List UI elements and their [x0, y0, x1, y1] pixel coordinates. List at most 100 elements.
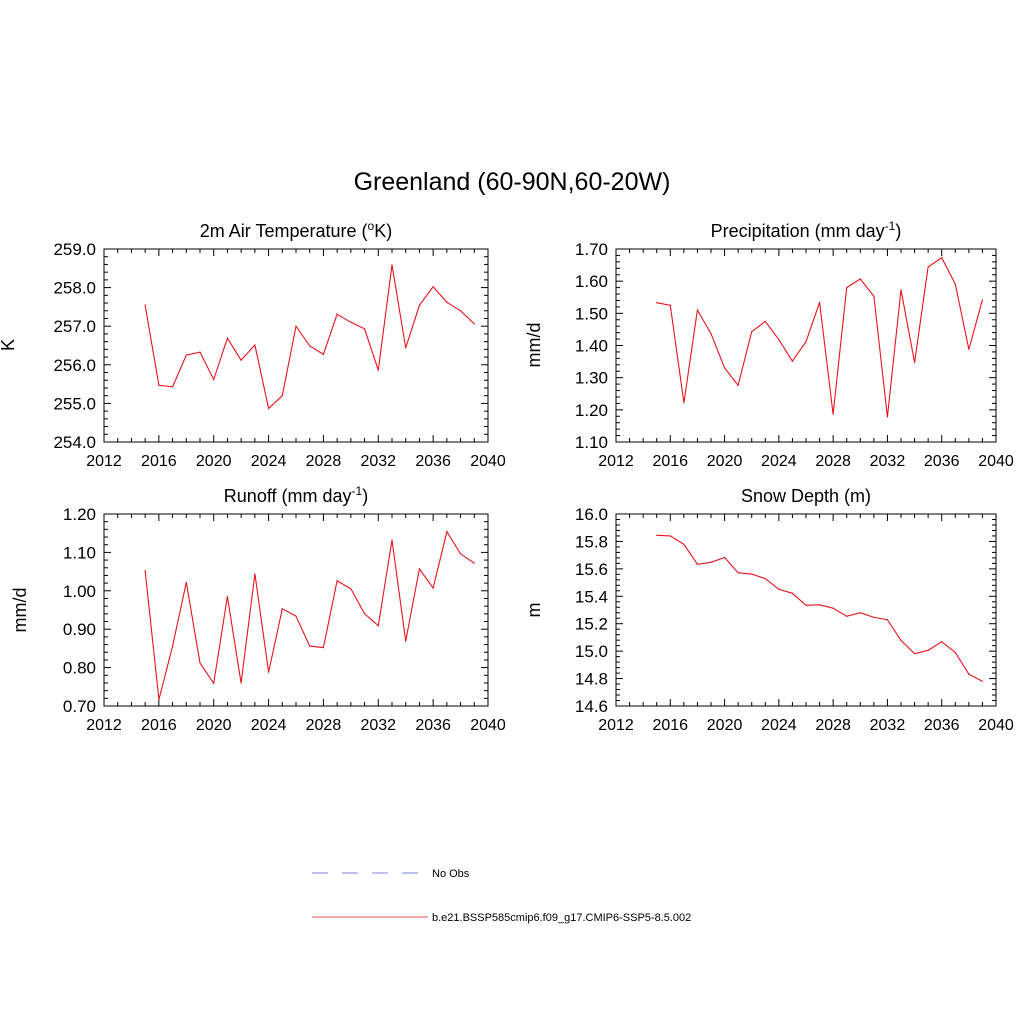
y-tick-label: 1.20	[575, 401, 608, 420]
x-tick-label: 2036	[924, 453, 960, 470]
data-point	[418, 568, 421, 570]
data-point	[473, 562, 475, 564]
data-point	[350, 588, 352, 590]
data-point	[322, 353, 325, 355]
panel-1: 2m Air Temperature (oK) K 2012 2016 2020 2024…	[0, 219, 506, 470]
x-tick-label: 2020	[707, 453, 743, 470]
data-point	[913, 653, 916, 655]
y-tick-label: 15.0	[575, 642, 608, 661]
data-point	[696, 309, 699, 311]
data-point	[473, 323, 475, 325]
x-tick-label: 2012	[598, 717, 634, 734]
panel-3: Runoff (mm day-1) mm/d 2012 2016 2020 2024 202…	[10, 484, 506, 734]
data-point	[683, 543, 685, 545]
x-tick-label: 2040	[470, 717, 506, 734]
y-tick-label: 1.60	[575, 272, 608, 291]
legend: No Obs b.e21.BSSP585cmip6.f09_g17.CMIP6-S…	[312, 868, 691, 924]
x-tick-label: 2012	[86, 453, 122, 470]
panel-title-superscript: -1	[885, 219, 896, 233]
x-tick-label: 2028	[815, 453, 851, 470]
x-tick-label: 2032	[360, 717, 396, 734]
data-point	[723, 367, 726, 369]
series-line	[656, 256, 983, 417]
data-point	[405, 640, 407, 642]
data-point	[295, 615, 297, 617]
data-point	[240, 682, 242, 684]
y-tick-label: 0.70	[63, 697, 96, 716]
data-point	[832, 413, 834, 415]
data-point	[859, 612, 861, 614]
data-point	[267, 671, 270, 673]
y-tick-label: 254.0	[53, 433, 96, 452]
data-point	[710, 332, 712, 335]
data-point	[927, 649, 929, 651]
data-point	[981, 680, 984, 682]
y-tick-label: 14.6	[575, 697, 608, 716]
data-point	[737, 384, 739, 386]
data-point	[778, 339, 780, 341]
data-point	[846, 615, 848, 617]
data-point	[927, 266, 929, 268]
x-tick-label: 2024	[761, 453, 797, 470]
y-tick-label: 15.8	[575, 532, 608, 551]
plot-frame	[615, 513, 997, 707]
figure-title: Greenland (60-90N,60-20W)	[353, 168, 671, 196]
data-point	[432, 587, 434, 589]
legend-label-no-obs: No Obs	[432, 868, 470, 880]
x-tick-label: 2012	[598, 453, 634, 470]
legend-label-model: b.e21.BSSP585cmip6.f09_g17.CMIP6-SSP5-8.…	[432, 912, 691, 924]
data-point	[459, 553, 462, 555]
x-tick-label: 2016	[652, 717, 688, 734]
y-axis-label: mm/d	[524, 323, 544, 368]
data-point	[900, 639, 902, 642]
data-point	[158, 384, 160, 386]
data-point	[446, 301, 448, 303]
data-point	[171, 386, 174, 388]
data-point	[900, 289, 902, 291]
data-point	[350, 321, 352, 323]
data-point	[254, 344, 256, 346]
data-point	[171, 645, 174, 647]
series-line	[144, 530, 475, 700]
data-point	[764, 320, 766, 322]
data-point	[941, 641, 943, 643]
data-point	[391, 539, 393, 541]
panel-title-main: Snow Depth (m)	[741, 486, 871, 506]
data-point	[791, 360, 794, 362]
data-point	[669, 304, 671, 306]
data-point	[213, 682, 215, 684]
y-axis-label: mm/d	[10, 588, 30, 633]
x-tick-label: 2040	[978, 717, 1014, 734]
y-tick-label: 15.2	[575, 615, 608, 634]
x-tick-label: 2036	[415, 453, 451, 470]
data-point	[954, 651, 956, 654]
y-tick-label: 15.4	[575, 587, 608, 606]
data-point	[941, 257, 943, 259]
x-tick-label: 2024	[251, 453, 287, 470]
y-tick-label: 1.00	[63, 582, 96, 601]
data-point	[213, 378, 215, 381]
data-point	[363, 613, 366, 615]
plot-frame	[615, 248, 997, 443]
data-point	[405, 347, 407, 349]
data-point	[859, 278, 861, 280]
panel-title: Precipitation (mm day-1)	[711, 219, 902, 241]
data-point	[295, 325, 297, 327]
data-point	[913, 361, 916, 364]
data-point	[778, 588, 780, 590]
x-tick-label: 2032	[870, 453, 906, 470]
plot-frame	[103, 513, 489, 707]
data-point	[144, 569, 146, 572]
data-point	[751, 573, 753, 575]
data-point	[791, 592, 794, 594]
y-tick-label: 256.0	[53, 356, 96, 375]
data-point	[240, 359, 242, 361]
data-point	[737, 572, 739, 574]
x-tick-label: 2016	[141, 717, 177, 734]
data-point	[886, 619, 889, 621]
data-point	[281, 395, 283, 397]
data-point	[322, 647, 325, 649]
data-point	[432, 286, 434, 288]
data-point	[818, 604, 821, 606]
